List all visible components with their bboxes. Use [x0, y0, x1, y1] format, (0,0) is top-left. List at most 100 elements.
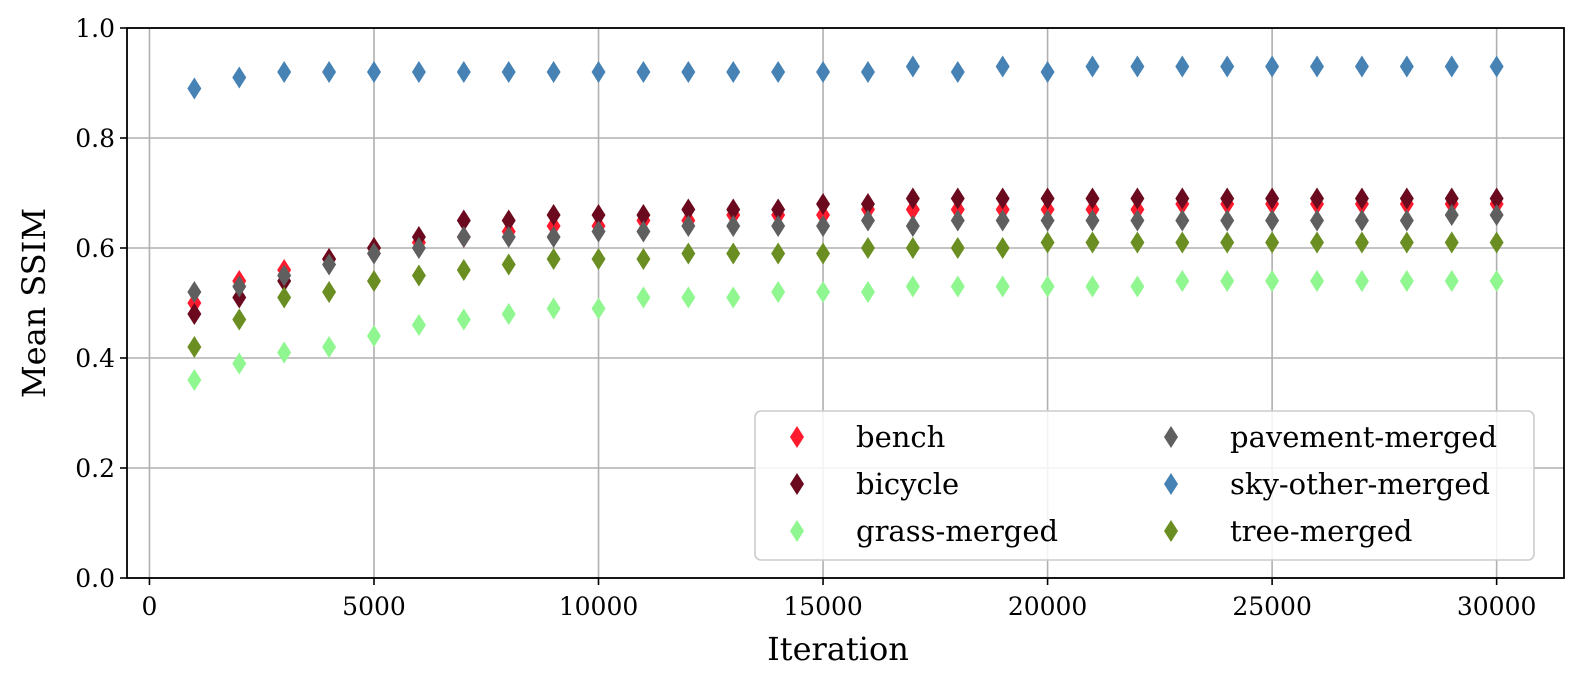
legend-marker	[790, 473, 804, 495]
data-point-pavement-merged	[501, 226, 516, 248]
data-point-pavement-merged	[546, 226, 561, 248]
y-tick-label: 0.4	[75, 344, 115, 373]
series-bicycle	[187, 187, 1504, 325]
data-point-grass-merged	[232, 352, 247, 375]
data-point-tree-merged	[366, 270, 381, 292]
data-point-tree-merged	[1354, 231, 1369, 254]
data-point-grass-merged	[501, 303, 516, 325]
data-point-tree-merged	[1444, 231, 1459, 254]
data-point-sky-other-merged	[322, 61, 337, 83]
data-point-grass-merged	[277, 341, 292, 364]
data-point-pavement-merged	[1310, 209, 1325, 232]
data-point-pavement-merged	[1220, 209, 1235, 232]
x-axis-label: Iteration	[767, 630, 909, 668]
series-sky-other-merged	[187, 55, 1504, 100]
data-point-pavement-merged	[1175, 209, 1190, 232]
data-point-tree-merged	[995, 237, 1010, 259]
x-tick-label: 5000	[342, 592, 406, 621]
y-tick-label: 0.6	[75, 234, 115, 263]
data-point-grass-merged	[1040, 275, 1055, 298]
legend-marker	[1164, 426, 1178, 448]
x-tick-label: 20000	[1008, 592, 1088, 621]
data-point-pavement-merged	[187, 281, 202, 303]
legend-label: grass-merged	[856, 514, 1058, 548]
data-point-pavement-merged	[1444, 204, 1459, 226]
data-point-bicycle	[950, 187, 965, 210]
data-point-grass-merged	[591, 297, 606, 320]
series-bench	[187, 193, 1504, 314]
data-point-sky-other-merged	[501, 61, 516, 83]
data-point-grass-merged	[546, 297, 561, 320]
data-point-bicycle	[816, 193, 831, 215]
plot-frame	[126, 27, 1565, 579]
legend-marker	[790, 520, 804, 542]
legend: bench bicycle grass-merged pavement-merged s…	[754, 410, 1535, 561]
data-point-pavement-merged	[1040, 209, 1055, 232]
data-point-pavement-merged	[636, 220, 651, 243]
data-point-bicycle	[1489, 187, 1504, 210]
data-point-tree-merged	[456, 259, 471, 281]
legend-label: tree-merged	[1230, 514, 1412, 548]
data-point-tree-merged	[950, 237, 965, 259]
legend-item-pavement-merged: pavement-merged	[1164, 420, 1497, 454]
data-point-grass-merged	[1175, 270, 1190, 292]
data-point-sky-other-merged	[1175, 55, 1190, 78]
data-point-sky-other-merged	[1399, 55, 1414, 78]
y-tick-label: 0.0	[75, 564, 115, 593]
legend-marker	[1164, 473, 1178, 495]
data-point-sky-other-merged	[187, 77, 202, 100]
data-point-bicycle	[187, 303, 202, 325]
x-axis: 0 5000 10000 15000 20000 25000 30000	[142, 578, 1536, 621]
data-point-tree-merged	[1265, 231, 1280, 254]
data-point-grass-merged	[1130, 275, 1145, 298]
data-point-sky-other-merged	[1354, 55, 1369, 78]
data-point-grass-merged	[995, 275, 1010, 298]
data-point-grass-merged	[860, 281, 875, 303]
legend-item-sky-other-merged: sky-other-merged	[1164, 467, 1490, 501]
data-point-pavement-merged	[322, 253, 337, 276]
data-point-bicycle	[1444, 187, 1459, 210]
x-tick-label: 15000	[783, 592, 863, 621]
legend-item-tree-merged: tree-merged	[1164, 514, 1412, 548]
data-point-bicycle	[546, 204, 561, 226]
data-point-sky-other-merged	[232, 66, 247, 89]
data-point-pavement-merged	[905, 215, 920, 237]
data-point-pavement-merged	[995, 209, 1010, 232]
data-point-sky-other-merged	[1040, 61, 1055, 83]
data-point-bicycle	[771, 198, 786, 221]
legend-marker	[790, 426, 804, 448]
data-point-tree-merged	[232, 308, 247, 331]
data-point-bicycle	[681, 198, 696, 221]
data-point-tree-merged	[591, 248, 606, 270]
data-point-tree-merged	[860, 237, 875, 259]
series-grass-merged	[187, 270, 1504, 391]
data-point-sky-other-merged	[681, 61, 696, 83]
y-tick-label: 1.0	[75, 14, 115, 43]
data-point-sky-other-merged	[995, 55, 1010, 78]
data-point-bicycle	[860, 193, 875, 215]
data-point-pavement-merged	[1489, 204, 1504, 226]
data-point-sky-other-merged	[905, 55, 920, 78]
data-point-grass-merged	[366, 325, 381, 347]
series-pavement-merged	[187, 204, 1504, 303]
y-tick-label: 0.2	[75, 454, 115, 483]
legend-marker	[1164, 520, 1178, 542]
data-point-bicycle	[905, 187, 920, 210]
legend-box	[754, 410, 1535, 561]
data-point-bicycle	[591, 204, 606, 226]
data-point-grass-merged	[1399, 270, 1414, 292]
data-point-sky-other-merged	[546, 61, 561, 83]
data-point-grass-merged	[1220, 270, 1235, 292]
data-point-pavement-merged	[232, 275, 247, 298]
data-point-grass-merged	[726, 286, 741, 309]
data-point-tree-merged	[905, 237, 920, 259]
data-point-tree-merged	[187, 336, 202, 358]
data-point-bicycle	[1354, 187, 1369, 210]
data-point-pavement-merged	[591, 220, 606, 243]
data-point-sky-other-merged	[816, 61, 831, 83]
data-point-tree-merged	[1489, 231, 1504, 254]
data-point-tree-merged	[411, 264, 426, 287]
data-point-pavement-merged	[411, 237, 426, 259]
data-point-bicycle	[1130, 187, 1145, 210]
